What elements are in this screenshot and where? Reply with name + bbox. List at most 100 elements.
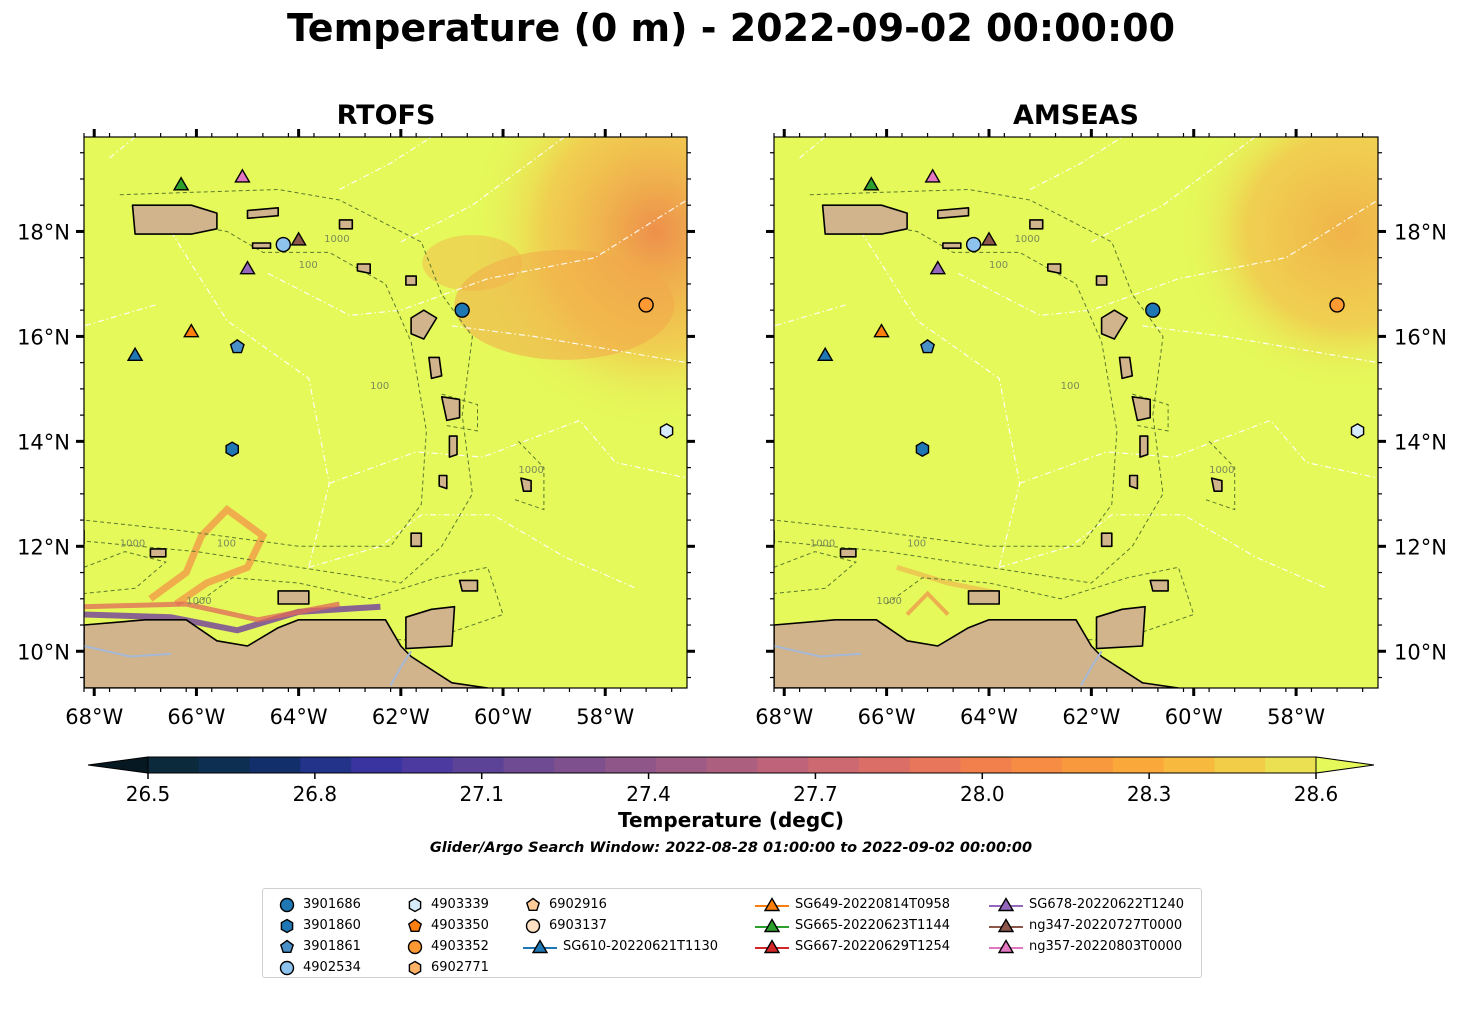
legend-marker-icon [408, 960, 422, 975]
legend-label: 3901860 [303, 918, 361, 933]
panel-title-amseas: AMSEAS [1013, 100, 1139, 131]
warm-water-region [1177, 137, 1378, 392]
lon-tick-label: 66°W [858, 705, 916, 729]
eez-boundary-line [329, 419, 687, 484]
obs-marker-SG610-20220621T1130 [126, 346, 144, 361]
legend-triangle-icon [997, 896, 1015, 911]
colorbar-bin [452, 757, 505, 773]
land-puerto-rico [131, 204, 218, 235]
eez-boundary-line [267, 199, 687, 317]
colorbar-bin [198, 757, 251, 773]
river [774, 645, 862, 658]
land-bonaire [774, 529, 775, 545]
legend-label: 3901686 [303, 897, 361, 912]
colorbar-label: Temperature (degC) [618, 808, 844, 832]
land-south-america [774, 619, 1180, 688]
legend-item: 4903352 [405, 936, 489, 957]
colorbar-tick-label: 27.1 [459, 782, 504, 806]
eez-boundary-line [774, 304, 846, 327]
bathymetry-contour [774, 551, 857, 594]
land-south-america [84, 619, 489, 688]
colorbar-bin [351, 757, 403, 773]
land-anguilla [1029, 219, 1044, 230]
lat-tick-label: 10°N [1394, 640, 1447, 664]
legend-label: 6902771 [431, 960, 489, 975]
legend-marker-icon [989, 938, 1023, 953]
obs-marker-ng347-20220727T0000 [980, 231, 998, 246]
legend-label: 3901861 [303, 939, 361, 954]
legend-column: SG649-20220814T0958 SG665-20220623T1144 SG… [755, 894, 950, 957]
eez-boundary-line [860, 231, 1021, 568]
legend-marker-icon [408, 897, 422, 912]
obs-marker-ng357-20220803T0000 [234, 168, 251, 183]
eez-boundary-line [170, 231, 330, 568]
map-panels: 1000 100 1000 1000 100 1000 100 68°W 66°W 64°W 62°… [17, 129, 1447, 729]
legend-pentagon-icon [525, 897, 541, 911]
legend: 3901686 3901860 3901861 4902534 4903339 49033… [262, 888, 1202, 978]
legend-item: ng357-20220803T0000 [989, 936, 1184, 957]
contour-label: 1000 [876, 596, 901, 607]
legend-item: 6903137 [523, 915, 718, 936]
legend-item: 4903339 [405, 894, 489, 915]
obs-marker-4903339 [659, 423, 674, 439]
lon-tick-label: 68°W [65, 705, 123, 729]
land-trinidad [405, 605, 456, 650]
eez-boundary-line [1019, 419, 1378, 484]
contour-label: 100 [370, 381, 389, 392]
land-dominica [1118, 356, 1134, 380]
lat-tick-label: 16°N [1394, 325, 1447, 349]
legend-label: 4903339 [431, 897, 489, 912]
colorbar-bin [1214, 757, 1266, 773]
colorbar-bin [808, 757, 860, 773]
legend-marker-icon [407, 939, 423, 954]
legend-circle-icon [279, 960, 295, 975]
land-virgin-islands [937, 207, 970, 220]
land-grenada [1100, 532, 1113, 548]
colorbar-bin [401, 757, 454, 773]
legend-marker-icon [279, 960, 295, 975]
obs-marker-SG665-20220623T1144 [172, 176, 190, 191]
lat-tick-label: 18°N [17, 220, 70, 244]
contour-label: 100 [1061, 381, 1080, 392]
colorbar-bin [706, 757, 758, 773]
obs-marker-3901860 [225, 441, 240, 458]
colorbar-bin [503, 757, 555, 773]
land-guadeloupe [1100, 309, 1128, 340]
panel-title-rtofs: RTOFS [336, 100, 436, 131]
lon-tick-label: 64°W [270, 705, 328, 729]
warm-filament [896, 564, 1000, 596]
land-puerto-rico [821, 204, 908, 235]
land-st-lucia [1139, 435, 1149, 458]
legend-column: 6902916 6903137 SG610-20220621T1130 [523, 894, 718, 957]
contour-label: 100 [299, 260, 318, 271]
contour-label: 1000 [810, 538, 835, 549]
legend-item: SG610-20220621T1130 [523, 936, 718, 957]
legend-marker-icon [989, 917, 1023, 932]
land-st-croix [942, 242, 962, 249]
lon-tick-label: 60°W [1165, 705, 1223, 729]
land-guadeloupe [410, 309, 438, 340]
legend-circle-icon [279, 897, 295, 912]
lat-tick-label: 12°N [1394, 535, 1447, 559]
bathymetry-contour [84, 551, 167, 594]
legend-label: 6903137 [549, 918, 607, 933]
obs-marker-4903339 [1350, 423, 1365, 439]
obs-marker-ng347-20220727T0000 [290, 231, 307, 246]
colorbar-bin [757, 757, 809, 773]
colorbar-bin [148, 757, 200, 773]
legend-hexagon-icon [280, 918, 294, 933]
figure-title: Temperature (0 m) - 2022-09-02 00:00:00 [286, 6, 1176, 50]
contour-label: 100 [217, 538, 236, 549]
legend-triangle-icon [763, 917, 781, 932]
land-barbados [1210, 477, 1223, 492]
legend-marker-icon [525, 897, 541, 911]
legend-item: 3901686 [277, 894, 361, 915]
lat-tick-label: 12°N [17, 535, 70, 559]
legend-item: 6902916 [523, 894, 718, 915]
eez-boundary-line [451, 325, 687, 364]
contour-label: 1000 [186, 596, 211, 607]
contour-label: 1000 [518, 465, 543, 476]
legend-marker-icon [279, 939, 295, 953]
legend-hexagon-icon [408, 960, 422, 975]
lon-tick-label: 66°W [167, 705, 225, 729]
